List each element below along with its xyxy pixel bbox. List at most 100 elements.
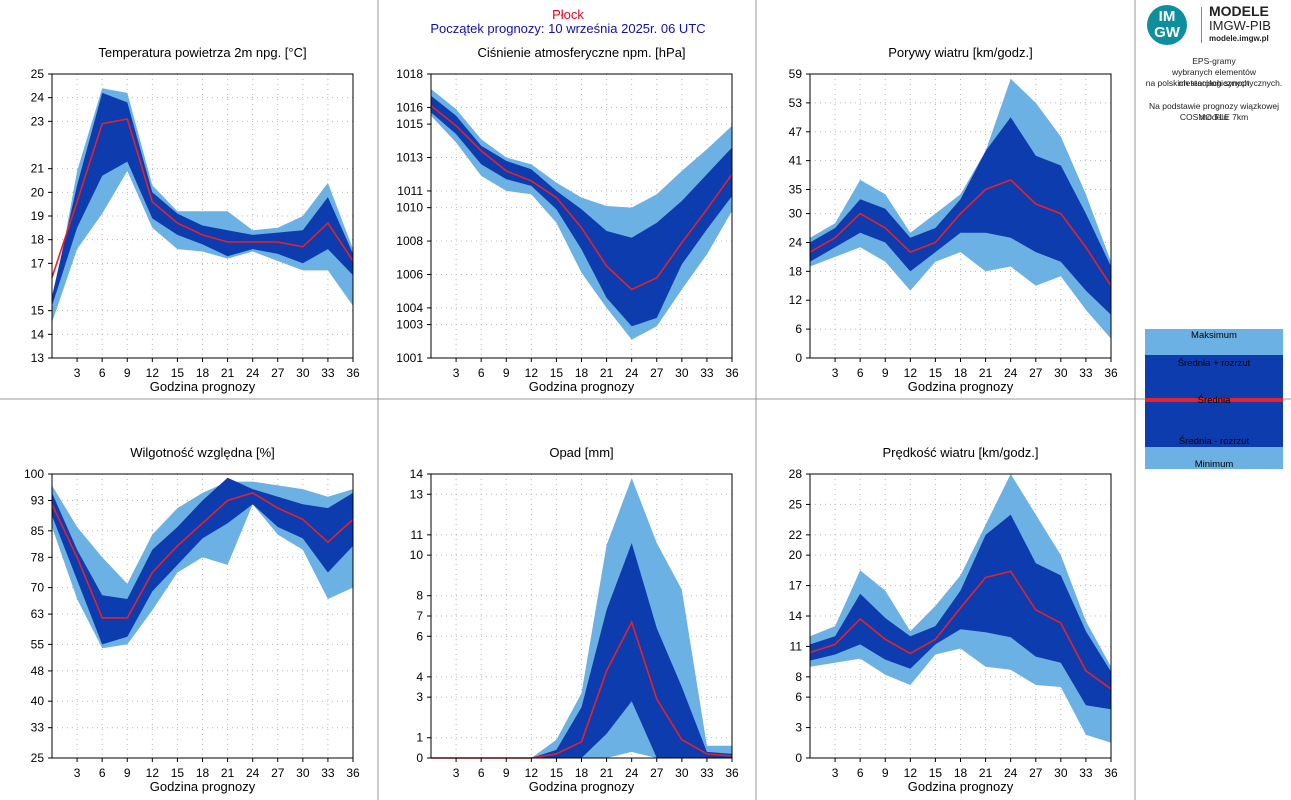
logo-mark-line1: IM: [1158, 8, 1176, 25]
x-tick-label: 9: [882, 766, 889, 780]
x-axis-label: Godzina prognozy: [150, 779, 256, 794]
x-tick-label: 3: [453, 366, 460, 380]
y-tick-label: 8: [795, 670, 802, 684]
chart-wind: Prędkość wiatru [km/godz.]3 6 9 12 15 18 21 24 2…: [789, 445, 1118, 794]
mean-line: [809, 178, 1112, 287]
logo-separator: [1201, 7, 1202, 43]
y-tick-label: 55: [31, 637, 45, 651]
station-name: Płock: [552, 7, 584, 22]
spread-band: [52, 92, 353, 306]
forecast-start: Początek prognozy: 10 września 2025r. 06…: [430, 21, 706, 36]
y-tick-label: 1008: [396, 234, 423, 248]
chart-title: Prędkość wiatru [km/godz.]: [882, 445, 1038, 460]
y-tick-label: 33: [31, 721, 45, 735]
x-tick-label: 24: [1004, 766, 1018, 780]
y-tick-label: 10: [410, 548, 424, 562]
legend-label-mean: Średnia: [1197, 395, 1231, 406]
x-tick-label: 30: [675, 366, 689, 380]
mean-line: [51, 118, 354, 278]
y-tick-label: 24: [789, 235, 803, 249]
y-tick-label: 1006: [396, 267, 423, 281]
x-tick-label: 33: [321, 366, 335, 380]
x-tick-label: 15: [171, 766, 185, 780]
y-tick-label: 25: [789, 497, 803, 511]
y-tick-label: 93: [31, 494, 45, 508]
y-tick-label: 70: [31, 581, 45, 595]
legend-label-mean-minus: Średnia - rozrzut: [1178, 436, 1250, 447]
y-tick-label: 100: [24, 467, 44, 481]
description-line5: COSMO TLE 7km: [1179, 112, 1249, 122]
imgw-logo: IM GW MODELE IMGW-PIB modele.imgw.pl: [1145, 3, 1285, 47]
y-tick-label: 28: [789, 467, 803, 481]
chart-humidity: Wilgotność względna [%]3 6 9 12 15 18 21 24 27 30…: [24, 445, 360, 794]
x-tick-label: 36: [725, 766, 739, 780]
x-tick-label: 27: [650, 366, 664, 380]
x-tick-label: 6: [99, 366, 106, 380]
y-tick-label: 8: [416, 589, 423, 603]
y-tick-label: 14: [410, 467, 424, 481]
x-tick-label: 36: [346, 766, 360, 780]
y-tick-label: 1018: [396, 67, 423, 81]
y-tick-label: 20: [789, 548, 803, 562]
x-tick-label: 33: [700, 766, 714, 780]
spread-band: [431, 543, 732, 758]
x-tick-label: 6: [857, 366, 864, 380]
y-tick-label: 18: [31, 233, 45, 247]
y-tick-label: 13: [31, 351, 45, 365]
y-tick-label: 4: [416, 670, 423, 684]
description-line1: EPS-gramy: [1192, 56, 1236, 66]
x-axis-label: Godzina prognozy: [529, 379, 635, 394]
y-tick-label: 47: [789, 125, 803, 139]
y-tick-label: 17: [789, 579, 803, 593]
y-tick-label: 78: [31, 550, 45, 564]
x-tick-label: 21: [600, 766, 614, 780]
chart-title: Wilgotność względna [%]: [130, 445, 275, 460]
y-tick-label: 13: [410, 487, 424, 501]
y-tick-label: 11: [790, 639, 803, 653]
x-tick-label: 15: [550, 366, 564, 380]
y-tick-label: 40: [31, 694, 45, 708]
x-tick-label: 6: [99, 766, 106, 780]
spread-band: [810, 117, 1111, 315]
x-tick-label: 33: [321, 766, 335, 780]
y-tick-label: 0: [795, 351, 802, 365]
y-tick-label: 85: [31, 524, 45, 538]
x-tick-label: 3: [832, 766, 839, 780]
x-tick-label: 30: [675, 766, 689, 780]
x-tick-label: 24: [625, 766, 639, 780]
x-tick-label: 21: [221, 766, 235, 780]
y-tick-label: 11: [411, 528, 424, 542]
y-tick-label: 15: [31, 304, 45, 318]
x-tick-label: 36: [1104, 366, 1118, 380]
x-tick-label: 21: [979, 366, 993, 380]
y-tick-label: 23: [31, 114, 45, 128]
x-tick-label: 3: [832, 366, 839, 380]
y-tick-label: 63: [31, 607, 45, 621]
legend: Maksimum Średnia + rozrzut Średnia Średn…: [1145, 329, 1283, 470]
legend-label-min: Minimum: [1194, 459, 1234, 470]
x-tick-label: 3: [453, 766, 460, 780]
x-tick-label: 15: [929, 766, 943, 780]
x-tick-label: 12: [904, 366, 918, 380]
y-tick-label: 25: [31, 751, 45, 765]
logo-url: modele.imgw.pl: [1209, 34, 1269, 43]
y-tick-label: 1001: [396, 351, 423, 365]
chart-title: Temperatura powietrza 2m npg. [°C]: [98, 45, 306, 60]
x-tick-label: 12: [146, 366, 160, 380]
x-tick-label: 27: [1029, 766, 1043, 780]
mean-line: [809, 570, 1112, 690]
logo-subtitle: IMGW-PIB: [1209, 18, 1271, 33]
x-tick-label: 33: [1079, 366, 1093, 380]
x-tick-label: 12: [146, 766, 160, 780]
legend-label-mean-plus: Średnia + rozrzut: [1177, 358, 1251, 369]
x-tick-label: 18: [954, 766, 968, 780]
x-tick-label: 21: [600, 366, 614, 380]
y-tick-label: 14: [31, 327, 45, 341]
x-tick-label: 9: [124, 766, 131, 780]
x-tick-label: 24: [246, 766, 260, 780]
x-tick-label: 24: [246, 366, 260, 380]
x-tick-label: 9: [503, 366, 510, 380]
charts-group: Temperatura powietrza 2m npg. [°C]3 6 9 12 1…: [24, 45, 1118, 794]
y-tick-label: 30: [789, 207, 803, 221]
